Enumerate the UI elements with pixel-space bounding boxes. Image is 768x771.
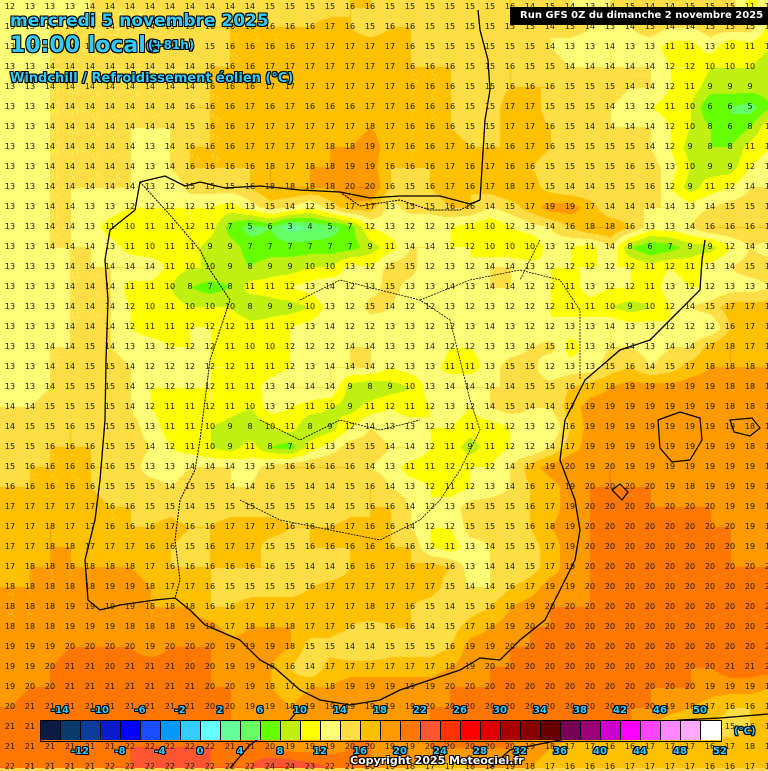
legend-swatch: [161, 721, 181, 740]
legend-label-bottom: 32: [513, 746, 527, 757]
legend-label-top: -14: [50, 705, 70, 716]
legend-label-top: 30: [493, 705, 507, 716]
color-scale-legend: [40, 720, 722, 742]
copyright: Copyright 2025 Meteociel.fr: [350, 754, 524, 767]
legend-swatch: [221, 721, 241, 740]
legend-swatch: [541, 721, 561, 740]
legend-swatch: [81, 721, 101, 740]
legend-swatch: [661, 721, 681, 740]
legend-label-bottom: -12: [70, 746, 90, 757]
legend-label-top: -6: [134, 705, 146, 716]
legend-swatch: [501, 721, 521, 740]
legend-label-top: 2: [216, 705, 224, 716]
legend-label-bottom: 16: [353, 746, 367, 757]
legend-label-bottom: 48: [673, 746, 687, 757]
legend-swatch: [361, 721, 381, 740]
forecast-date: mercredi 5 novembre 2025: [10, 11, 269, 31]
legend-swatch: [181, 721, 201, 740]
legend-label-bottom: 20: [393, 746, 407, 757]
legend-label-top: 10: [293, 705, 307, 716]
legend-swatch: [701, 721, 721, 740]
legend-swatch: [641, 721, 661, 740]
legend-swatch: [341, 721, 361, 740]
legend-label-top: 26: [453, 705, 467, 716]
legend-label-bottom: 0: [196, 746, 204, 757]
legend-label-bottom: 36: [553, 746, 567, 757]
legend-label-top: -10: [90, 705, 110, 716]
legend-label-top: -2: [174, 705, 186, 716]
legend-swatch: [381, 721, 401, 740]
legend-swatch: [41, 721, 61, 740]
legend-swatch: [121, 721, 141, 740]
legend-label-bottom: 40: [593, 746, 607, 757]
legend-label-top: 34: [533, 705, 547, 716]
legend-label-top: 38: [573, 705, 587, 716]
legend-swatch: [281, 721, 301, 740]
legend-label-bottom: -8: [114, 746, 126, 757]
legend-swatch: [261, 721, 281, 740]
legend-label-top: 42: [613, 705, 627, 716]
forecast-time: 10:00 locale: [10, 33, 161, 58]
legend-label-top: 50: [693, 705, 707, 716]
legend-swatch: [461, 721, 481, 740]
legend-swatch: [441, 721, 461, 740]
unit-label: (°C): [734, 726, 756, 737]
legend-swatch: [521, 721, 541, 740]
legend-swatch: [301, 721, 321, 740]
legend-label-top: 18: [373, 705, 387, 716]
legend-swatch: [581, 721, 601, 740]
legend-swatch: [561, 721, 581, 740]
parameter-title: Windchill / Refroidissement éolien (°C): [10, 71, 294, 86]
legend-label-bottom: 8: [276, 746, 284, 757]
model-run-label: Run GFS 0Z du dimanche 2 novembre 2025: [510, 7, 768, 25]
legend-label-bottom: 44: [633, 746, 647, 757]
legend-swatch: [601, 721, 621, 740]
legend-label-bottom: 12: [313, 746, 327, 757]
legend-swatch: [401, 721, 421, 740]
legend-swatch: [681, 721, 701, 740]
legend-swatch: [621, 721, 641, 740]
legend-swatch: [201, 721, 221, 740]
legend-label-top: 6: [256, 705, 264, 716]
lead-time: (+81h): [148, 38, 195, 52]
legend-label-top: 14: [333, 705, 347, 716]
legend-label-bottom: 28: [473, 746, 487, 757]
legend-swatch: [101, 721, 121, 740]
legend-swatch: [421, 721, 441, 740]
legend-label-bottom: 24: [433, 746, 447, 757]
legend-swatch: [61, 721, 81, 740]
legend-label-bottom: 4: [236, 746, 244, 757]
legend-swatch: [241, 721, 261, 740]
legend-swatch: [321, 721, 341, 740]
legend-label-bottom: 52: [713, 746, 727, 757]
legend-label-top: 22: [413, 705, 427, 716]
legend-swatch: [481, 721, 501, 740]
legend-label-bottom: -4: [154, 746, 166, 757]
legend-label-top: 46: [653, 705, 667, 716]
legend-swatch: [141, 721, 161, 740]
